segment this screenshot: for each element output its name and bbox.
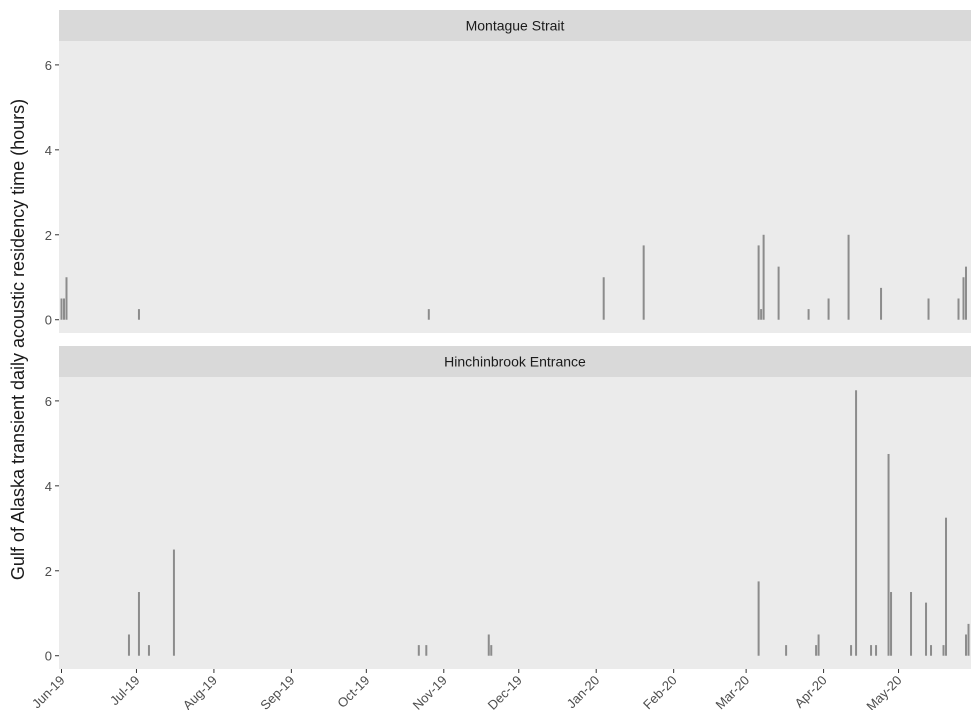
y-tick-label: 0 [45, 649, 52, 664]
bar [127, 634, 130, 656]
bar [927, 298, 930, 320]
strip [59, 346, 971, 377]
bar [417, 645, 420, 656]
bar [942, 645, 945, 656]
bar [967, 623, 970, 656]
bar [427, 309, 430, 320]
bar [965, 634, 968, 656]
bar [642, 245, 645, 320]
x-tick-label: Dec-19 [485, 673, 525, 710]
panel [59, 377, 971, 669]
bar [137, 309, 140, 320]
y-tick-label: 0 [45, 313, 52, 328]
bar [60, 298, 63, 320]
x-tick-label: Feb-20 [640, 673, 680, 710]
bar [147, 645, 150, 656]
bar [757, 581, 760, 656]
bar [887, 453, 890, 656]
bar [137, 592, 140, 656]
bar [65, 277, 68, 320]
y-axis-title: Gulf of Alaska transient daily acoustic … [8, 99, 28, 580]
bar [827, 298, 830, 320]
y-tick-label: 2 [45, 564, 52, 579]
bar [850, 645, 853, 656]
bar [880, 287, 883, 320]
x-tick-label: Oct-19 [334, 673, 372, 710]
bar [930, 645, 933, 656]
bar [490, 645, 493, 656]
bar [760, 309, 763, 320]
y-tick-label: 6 [45, 58, 52, 73]
bar [890, 592, 893, 656]
x-tick-label: Jun-19 [29, 673, 68, 710]
bar [172, 549, 175, 656]
x-tick-label: Sep-19 [257, 673, 297, 710]
bar [425, 645, 428, 656]
bar [855, 390, 858, 656]
x-tick-label: Mar-20 [713, 673, 753, 710]
y-tick-label: 4 [45, 479, 52, 494]
bar [925, 602, 928, 656]
y-tick-label: 2 [45, 228, 52, 243]
bar [62, 298, 65, 320]
bar [962, 277, 965, 320]
bar [965, 266, 968, 320]
panel [59, 41, 971, 333]
x-tick-label: Aug-19 [180, 673, 220, 710]
bar [807, 309, 810, 320]
bar [785, 645, 788, 656]
bar [602, 277, 605, 320]
bar [847, 234, 850, 320]
strip [59, 10, 971, 41]
bar [777, 266, 780, 320]
x-tick-label: Nov-19 [410, 673, 450, 710]
bar [875, 645, 878, 656]
bar [945, 517, 948, 656]
y-tick-label: 4 [45, 143, 52, 158]
bar [487, 634, 490, 656]
bar [910, 592, 913, 656]
bar [815, 645, 818, 656]
bar [762, 234, 765, 320]
bar [757, 245, 760, 320]
x-tick-label: May-20 [863, 673, 904, 710]
strip-title: Hinchinbrook Entrance [444, 354, 586, 370]
x-tick-label: Jul-19 [107, 673, 143, 709]
bar [870, 645, 873, 656]
strip-title: Montague Strait [466, 18, 565, 34]
y-tick-label: 6 [45, 394, 52, 409]
x-tick-label: Jan-20 [564, 673, 603, 710]
x-tick-label: Apr-20 [791, 673, 829, 710]
bar [957, 298, 960, 320]
bar [817, 634, 820, 656]
